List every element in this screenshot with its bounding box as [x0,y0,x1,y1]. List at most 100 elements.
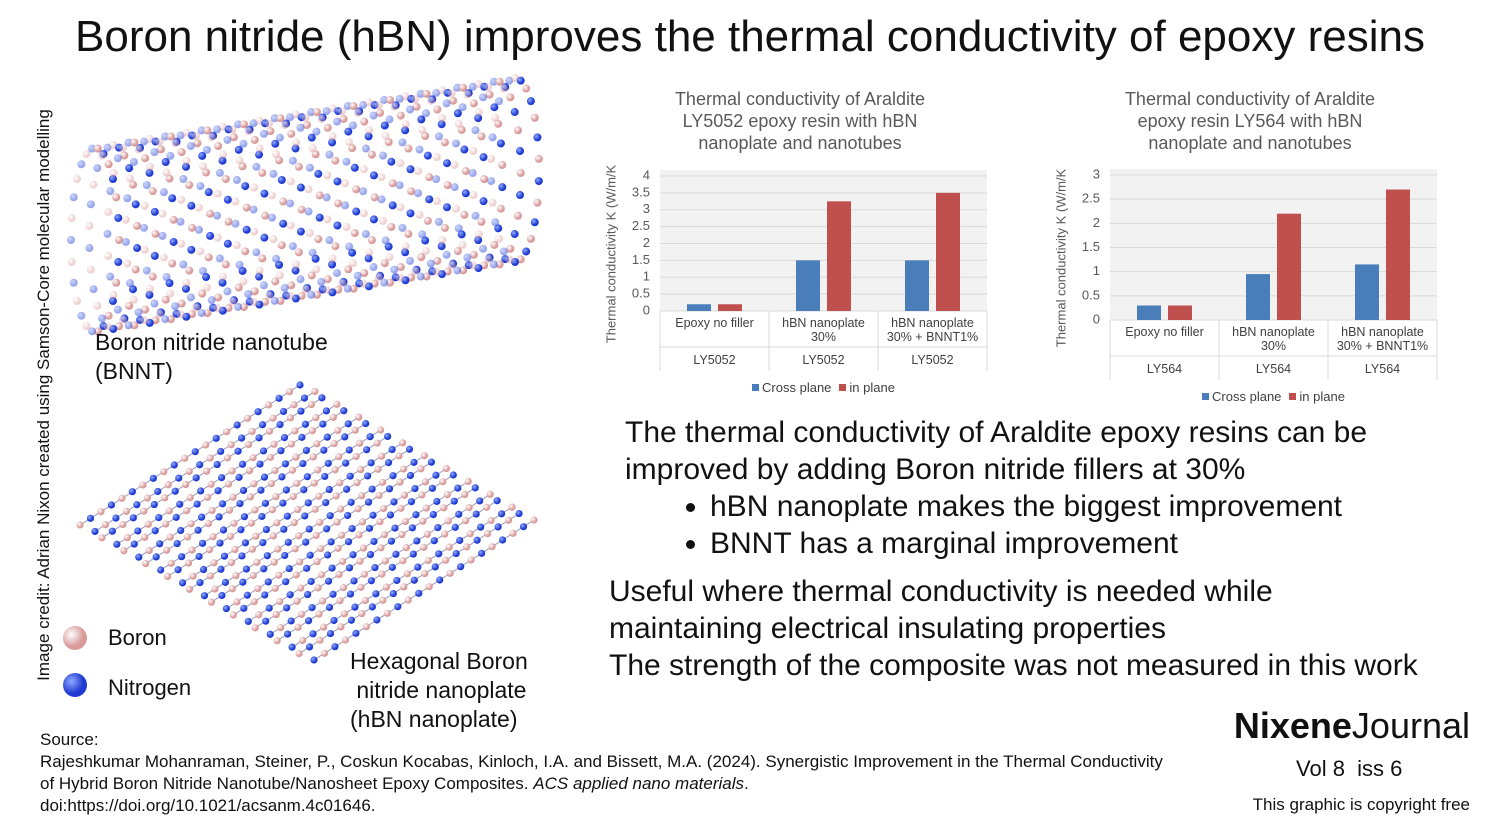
atom [348,524,356,533]
atom [367,150,376,159]
atom [211,585,219,593]
atom [182,284,191,293]
atom [263,552,271,560]
atom [207,598,216,606]
atom [344,538,353,546]
atom [374,101,383,110]
atom [340,610,349,618]
atom [305,163,314,172]
atom [364,498,373,506]
atom [415,210,424,219]
atom [322,407,330,415]
atom [166,132,175,141]
atom [381,557,390,565]
atom [242,565,250,573]
atom [309,630,317,638]
atom [275,156,284,165]
atom [450,497,458,505]
atom [350,163,359,172]
atom [455,510,463,518]
atom [361,230,370,239]
atom [93,144,102,153]
atom [487,177,496,186]
atom [471,126,480,135]
atom [490,103,499,112]
conclusion-text: Useful where thermal conductivity is nee… [609,575,1273,645]
atom [308,427,316,435]
atom [288,156,297,165]
atom [196,182,205,191]
atom [344,265,353,274]
atom [206,572,215,580]
atom [171,487,179,495]
atom [389,589,397,598]
atom [340,407,348,415]
atom [175,474,183,482]
atom [330,439,338,448]
atom [177,195,186,204]
atom [203,467,211,475]
atom [389,472,397,480]
atom [479,244,488,253]
source-end: . [744,774,749,793]
atom [272,610,280,619]
legend-item: Cross plane [752,380,831,395]
atom [270,558,278,566]
atom [271,277,280,286]
x-tick-label: Epoxy no filler [675,316,754,330]
atom [323,275,332,284]
atom [453,83,462,92]
atom [344,511,352,520]
atom [234,283,243,292]
atom [206,454,214,462]
atom [177,148,186,157]
atom [493,497,501,505]
atom [367,459,375,467]
atom [347,616,356,624]
atom [377,544,385,552]
atom [233,421,241,429]
atom [265,427,274,435]
atom [279,197,288,206]
atom [247,519,256,527]
atom [243,591,251,599]
atom [396,159,405,168]
atom [255,434,263,442]
atom [385,485,394,493]
atom [411,95,420,104]
atom [282,486,290,494]
atom [387,537,396,545]
atom [338,557,347,566]
atom [324,551,332,559]
atom [479,197,488,206]
atom [227,559,236,567]
atom [129,514,137,522]
atom [325,485,333,494]
atom [203,126,212,135]
atom [489,260,498,269]
atom [129,285,138,294]
atom [406,105,415,114]
atom [298,433,306,441]
y-tick-label: 3 [1093,166,1100,181]
atom [126,279,135,288]
atom [462,517,470,525]
atom [442,159,451,168]
atom [178,579,187,587]
bullet: hBN nanoplate makes the biggest improvem… [710,488,1367,525]
atom [378,478,387,486]
atom [300,394,309,402]
atom [124,138,133,147]
atom [188,546,196,554]
legend-boron: Boron [108,625,167,650]
atom [495,234,504,243]
atom [271,466,279,475]
atom [404,596,412,604]
atom [302,538,310,546]
atom [318,571,326,579]
atom [333,400,341,408]
atom [307,400,316,409]
atom [443,491,451,499]
atom [294,505,302,514]
atom [395,181,404,190]
